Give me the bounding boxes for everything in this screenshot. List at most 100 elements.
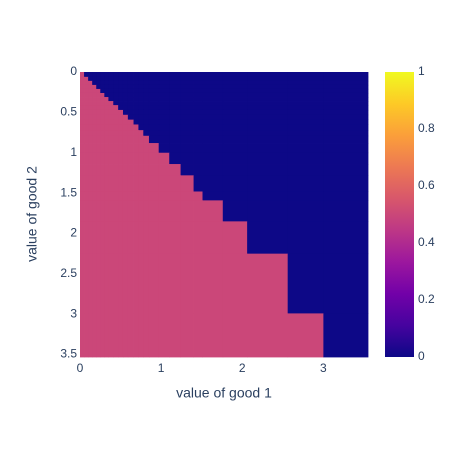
heatmap-cell [127,72,134,78]
heatmap-cell [88,135,93,144]
heatmap-cell [247,130,289,137]
heatmap-cell [148,84,160,90]
heatmap-cell [127,114,134,121]
heatmap-cell [202,253,224,314]
heatmap-cell [180,119,194,125]
heatmap-cell [100,119,105,125]
heatmap-cell [84,76,89,82]
heatmap-cell [104,97,109,102]
heatmap-cell [138,80,144,86]
heatmap-cell [100,253,105,314]
heatmap-cell [88,130,93,137]
heatmap-cell [193,109,203,116]
heatmap-cell [122,200,129,222]
heatmap-cell [108,135,114,144]
heatmap-cell [104,72,109,78]
heatmap-cell [92,152,97,165]
heatmap-cell [143,221,150,255]
heatmap-cell [247,76,289,82]
heatmap-cell [180,101,194,106]
heatmap-cell [122,101,129,106]
heatmap-cell [96,253,101,314]
heatmap-cell [122,135,129,144]
heatmap-cell [169,135,181,144]
colorbar-tick-label: 0.8 [418,121,435,135]
heatmap-cell [180,313,194,358]
heatmap-cell [148,97,160,102]
y-tick-label: 0.5 [60,105,77,119]
heatmap-cell [222,124,248,131]
heatmap-cell [88,253,93,314]
heatmap-cell [287,105,324,111]
heatmap-cell [104,164,109,176]
heatmap-cell [169,109,181,116]
heatmap-cell [180,124,194,131]
heatmap-cell [133,135,139,144]
heatmap-cell [118,152,124,165]
heatmap-cell [158,119,170,125]
heatmap-cell [84,72,89,78]
heatmap-cell [202,191,224,201]
heatmap-cell [108,164,114,176]
heatmap-cell [88,88,93,94]
heatmap-cell [193,221,203,255]
heatmap-cell [96,200,101,222]
heatmap-cell [133,105,139,111]
heatmap-cell [202,175,224,192]
heatmap-cell [148,191,160,201]
heatmap-cell [96,92,101,98]
colorbar-tick-label: 0 [418,349,425,363]
heatmap-cell [88,97,93,102]
heatmap-cell [118,313,124,358]
heatmap-cell [247,221,289,255]
heatmap-cell [193,76,203,82]
heatmap-cell [133,152,139,165]
heatmap-cell [113,143,119,154]
heatmap-cell [104,130,109,137]
heatmap-cell [118,119,124,125]
heatmap-cell [88,72,93,78]
heatmap-cell [122,114,129,121]
heatmap-cell [158,124,170,131]
heatmap-cell [100,200,105,222]
heatmap-cell [323,101,369,106]
x-axis-title: value of good 1 [176,385,272,401]
heatmap-cell [96,72,101,78]
heatmap-cell [84,313,89,358]
heatmap-cell [193,124,203,131]
heatmap-cell [100,105,105,111]
heatmap-cell [113,253,119,314]
heatmap-cell [143,253,150,314]
x-tick-label: 3 [320,361,327,375]
heatmap-cell [108,130,114,137]
heatmap-cell [92,92,97,98]
heatmap-cell [92,84,97,90]
heatmap-cell [247,80,289,86]
heatmap-cell [323,200,369,222]
heatmap-cell [133,119,139,125]
heatmap-cell [193,72,203,78]
heatmap-cell [92,109,97,116]
y-tick-label: 0 [70,64,77,78]
heatmap-cell [80,88,85,94]
heatmap-cell [158,135,170,144]
colorbar-tick-label: 1 [418,64,425,78]
heatmap-cell [96,105,101,111]
heatmap-cell [222,175,248,192]
heatmap-cell [100,152,105,165]
heatmap-cell [96,221,101,255]
heatmap-cell [88,221,93,255]
heatmap-cell [148,175,160,192]
heatmap-cell [127,105,134,111]
heatmap-cell [202,88,224,94]
x-tick-label: 1 [158,361,165,375]
heatmap-cell [202,124,224,131]
heatmap-cell [133,97,139,102]
y-tick-label: 3.5 [60,347,77,361]
heatmap-cell [143,97,150,102]
heatmap-cell [104,200,109,222]
heatmap-cell [127,92,134,98]
heatmap-cell [169,119,181,125]
heatmap-cell [113,92,119,98]
heatmap-cell [113,164,119,176]
